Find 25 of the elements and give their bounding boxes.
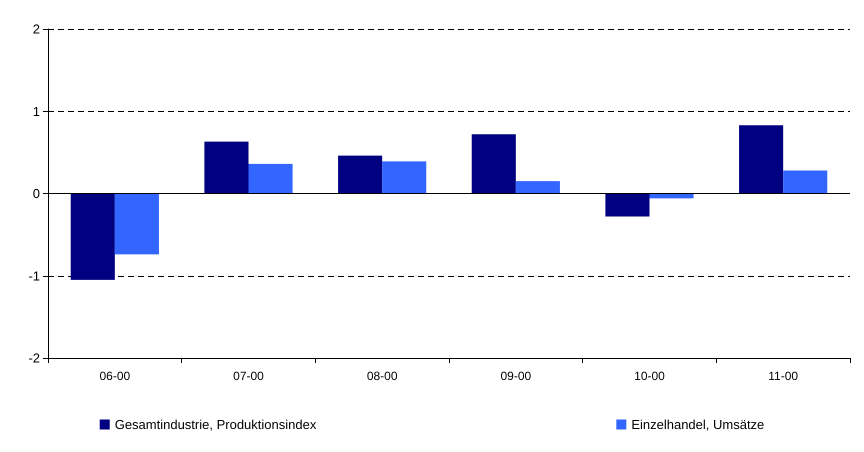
- bar: [472, 134, 516, 194]
- bar: [248, 164, 293, 194]
- legend-label: Gesamtindustrie, Produktionsindex: [114, 417, 317, 432]
- x-tick-label: 06-00: [99, 369, 130, 383]
- y-tick-label: -2: [28, 350, 40, 366]
- bar: [739, 125, 784, 194]
- bar: [382, 161, 426, 194]
- y-tick-label: 0: [32, 186, 40, 201]
- bar: [338, 156, 382, 194]
- x-tick-label: 07-00: [233, 369, 264, 383]
- bar: [114, 194, 159, 254]
- bar: [70, 194, 115, 280]
- x-tick-label: 10-00: [634, 369, 666, 383]
- x-tick-label: 11-00: [768, 369, 798, 383]
- x-tick-label: 08-00: [366, 369, 398, 383]
- bar: [650, 194, 694, 198]
- bar: [783, 170, 828, 194]
- y-tick-label: 2: [32, 22, 40, 36]
- y-tick-label: 1: [32, 104, 40, 119]
- y-tick-label: -1: [28, 268, 40, 284]
- bar: [204, 142, 248, 194]
- bar: [605, 194, 650, 217]
- x-tick-label: 09-00: [500, 369, 532, 383]
- legend-label: Einzelhandel, Umsätze: [631, 417, 764, 432]
- bar: [516, 181, 560, 194]
